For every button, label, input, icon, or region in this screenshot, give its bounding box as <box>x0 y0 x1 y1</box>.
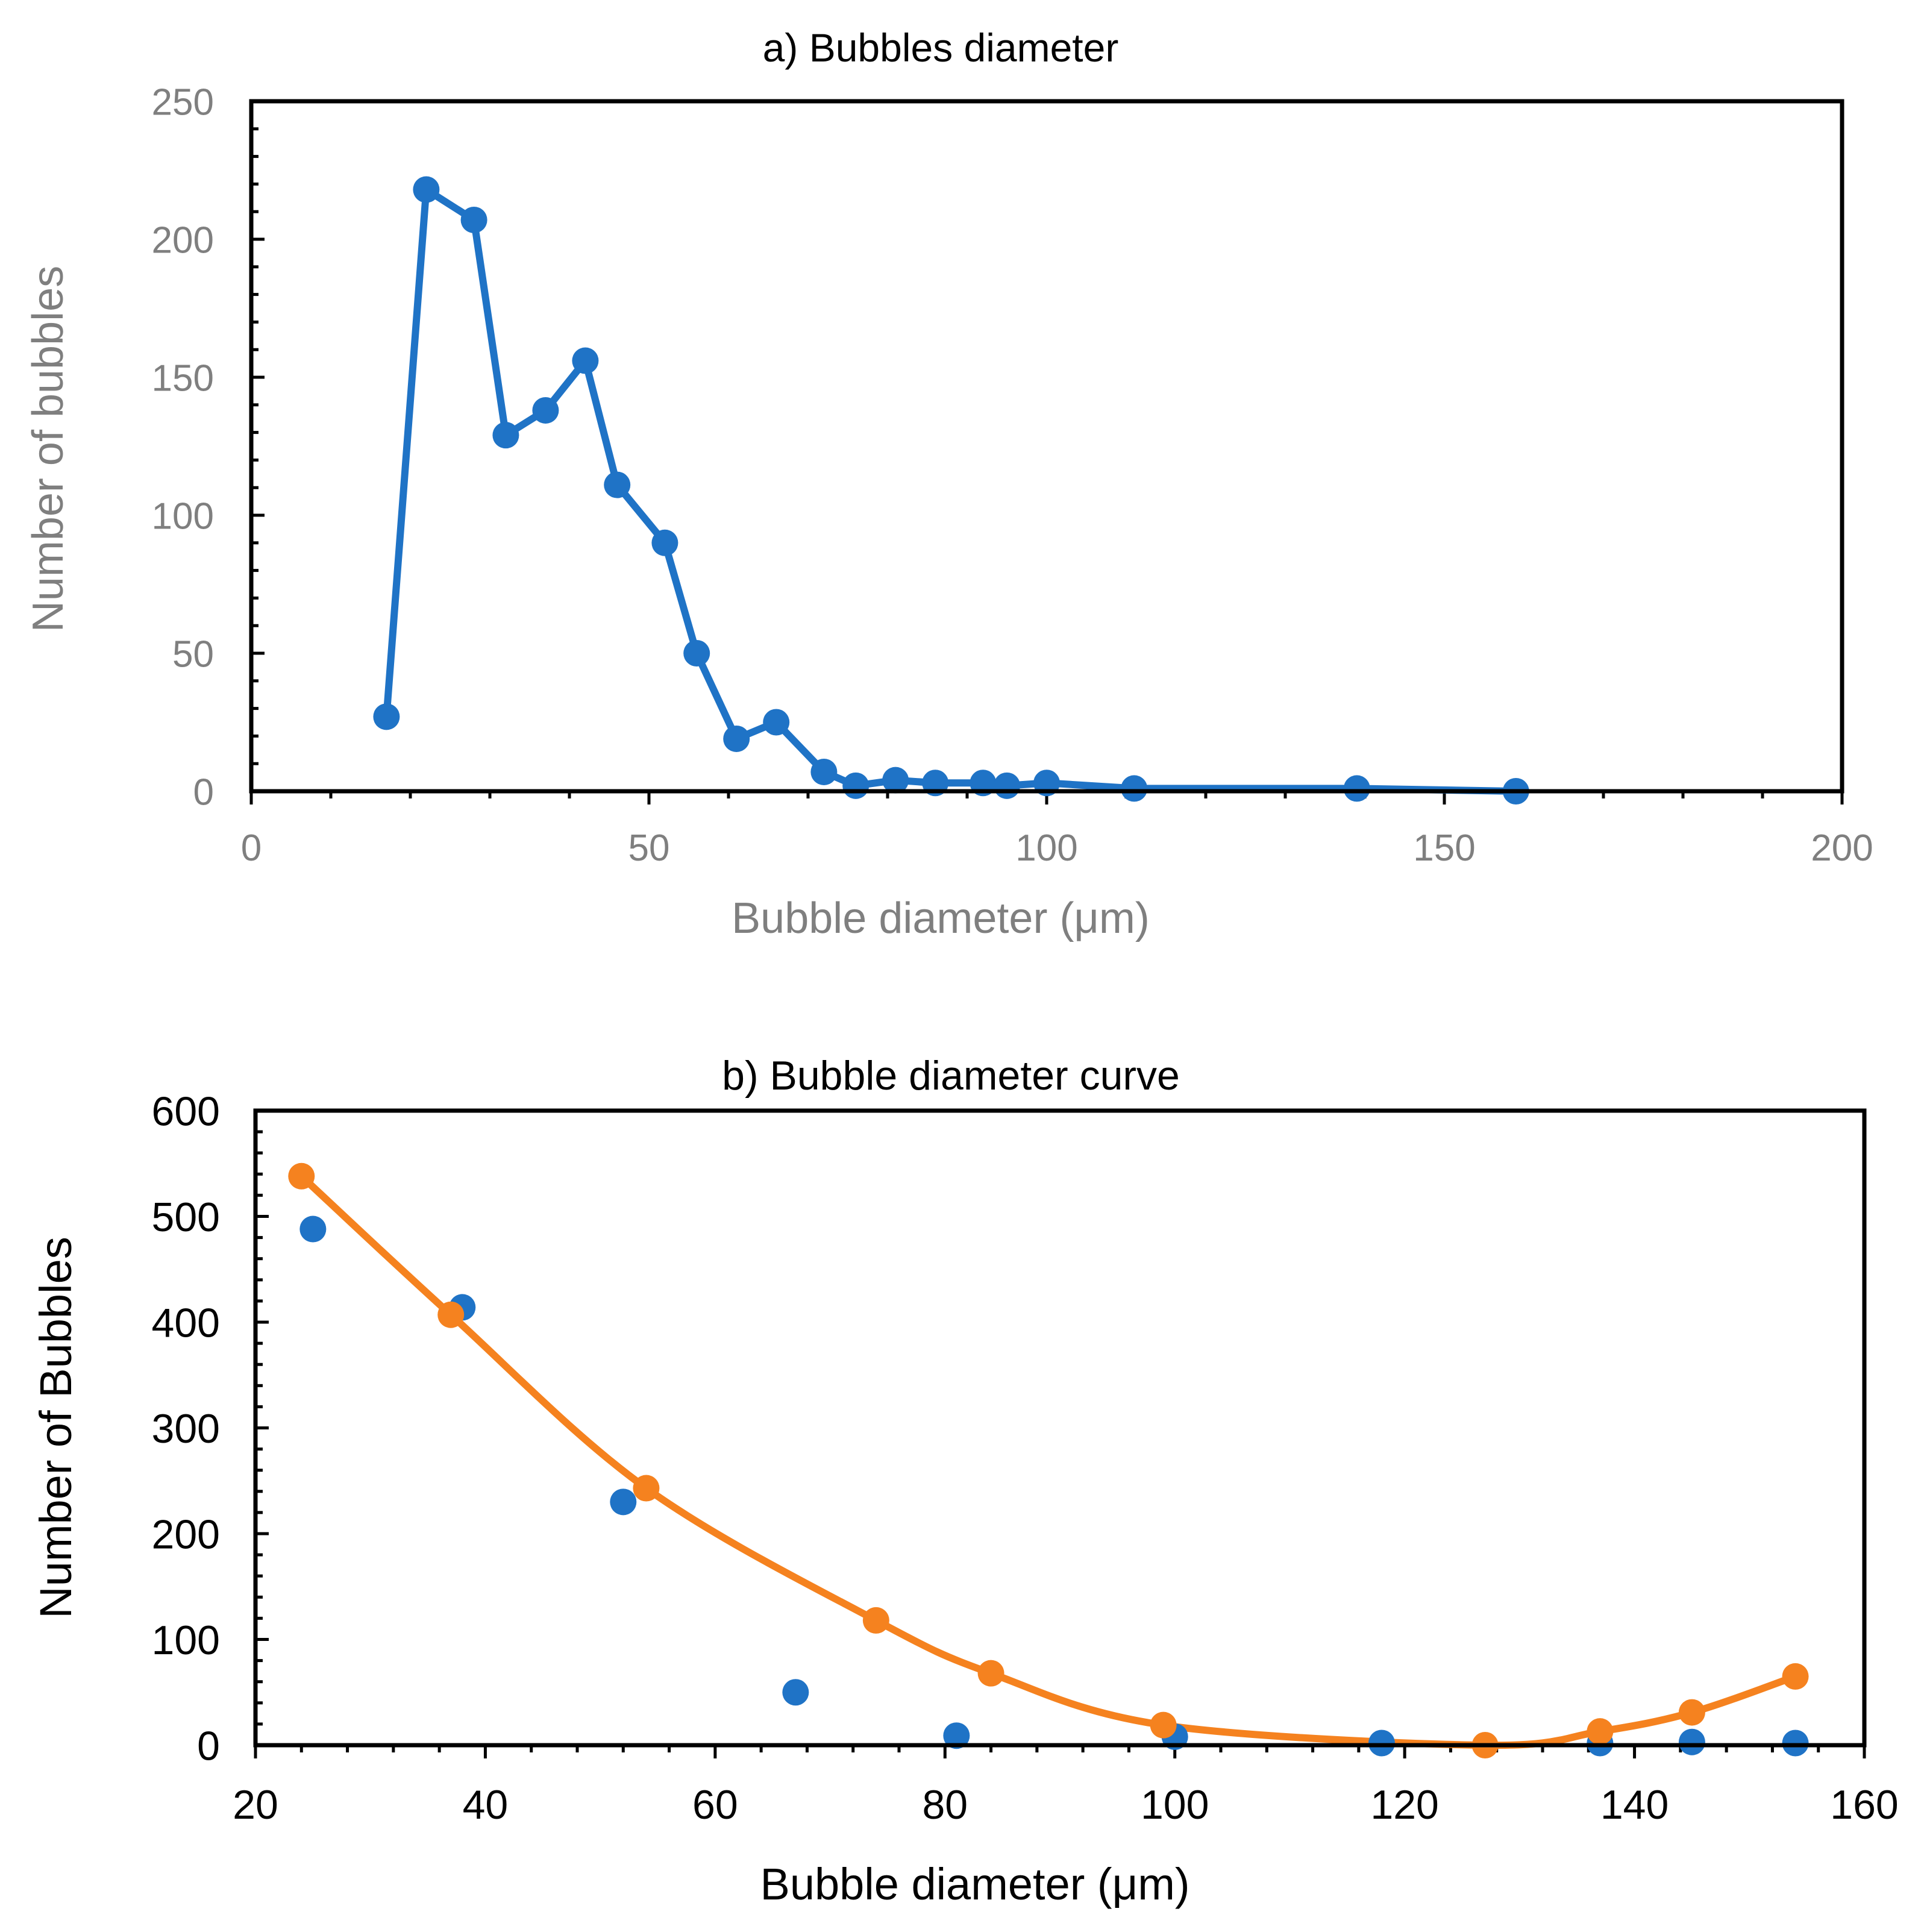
chart-b-measured-point <box>1368 1730 1395 1757</box>
x-tick-label: 160 <box>1830 1782 1898 1828</box>
y-tick-label: 500 <box>152 1194 220 1240</box>
x-tick-label: 200 <box>1811 827 1873 869</box>
chart-b-measured-point <box>1782 1730 1809 1757</box>
chart-a-series-points <box>373 176 1529 804</box>
x-tick-label: 100 <box>1141 1782 1209 1828</box>
x-tick-label: 100 <box>1015 827 1077 869</box>
y-tick-label: 200 <box>152 219 214 261</box>
x-tick-label: 120 <box>1370 1782 1438 1828</box>
chart-a-data-point <box>882 767 909 794</box>
chart-a-data-point <box>763 709 790 736</box>
chart-a-data-point <box>651 529 678 556</box>
x-tick-label: 150 <box>1413 827 1475 869</box>
chart-a-data-point <box>810 758 838 785</box>
y-tick-label: 50 <box>172 633 214 675</box>
chart-b-measured-point <box>943 1722 970 1749</box>
chart-a-plot-frame <box>249 99 1844 794</box>
chart-a-data-point <box>532 397 559 424</box>
chart-b: b) Bubble diameter curve 20 40 60 80 100 120 1… <box>31 1053 1899 1909</box>
chart-a-y-axis-label: Number of bubbles <box>24 266 72 632</box>
chart-b-fitted-point <box>1150 1711 1177 1739</box>
chart-b-fitted-point <box>437 1301 465 1328</box>
chart-b-plot-frame <box>253 1108 1867 1748</box>
y-tick-label: 300 <box>152 1406 220 1452</box>
chart-a-data-point <box>683 640 710 666</box>
chart-a-data-point <box>994 772 1020 799</box>
chart-b-measured-point <box>1678 1728 1705 1755</box>
chart-a-x-tick-labels: 0 50 100 150 200 <box>241 827 1873 869</box>
chart-a-data-point <box>373 703 400 730</box>
y-tick-label: 200 <box>152 1511 220 1557</box>
chart-a-title: a) Bubbles diameter <box>763 25 1119 70</box>
x-tick-label: 0 <box>241 827 262 869</box>
chart-a-data-point <box>460 206 487 233</box>
chart-b-x-axis-label: Bubble diameter (μm) <box>760 1859 1189 1909</box>
chart-a-data-point <box>572 347 599 374</box>
chart-b-fitted-point <box>977 1660 1004 1687</box>
chart-b-y-tick-labels: 0 100 200 300 400 500 600 <box>152 1088 220 1769</box>
y-tick-label: 250 <box>152 81 214 123</box>
x-tick-label: 40 <box>463 1782 509 1828</box>
x-tick-label: 50 <box>628 827 670 869</box>
chart-b-measured-point <box>610 1488 637 1516</box>
chart-b-fitted-point <box>288 1162 315 1190</box>
y-tick-label: 600 <box>152 1088 220 1134</box>
chart-a-data-point <box>1343 775 1370 802</box>
chart-a-data-point <box>842 772 870 799</box>
y-tick-label: 0 <box>197 1723 220 1769</box>
chart-a-data-point <box>492 422 519 449</box>
chart-a-data-point <box>413 176 440 203</box>
chart-b-fitted-point <box>1782 1663 1809 1690</box>
chart-b-fitted-point <box>1678 1699 1705 1726</box>
x-tick-label: 80 <box>922 1782 968 1828</box>
y-tick-label: 100 <box>152 495 214 537</box>
x-tick-label: 140 <box>1600 1782 1669 1828</box>
x-tick-label: 60 <box>692 1782 738 1828</box>
y-tick-label: 0 <box>193 771 214 813</box>
chart-a-data-point <box>604 471 631 498</box>
chart-b-measured-point <box>299 1215 327 1243</box>
chart-a-x-axis-label: Bubble diameter (μm) <box>732 894 1150 942</box>
x-tick-label: 20 <box>233 1782 278 1828</box>
chart-a: a) Bubbles diameter 0 50 100 150 200 0 50 100 1… <box>24 25 1873 942</box>
chart-b-x-tick-labels: 20 40 60 80 100 120 140 160 <box>233 1782 1899 1828</box>
chart-b-fitted-point <box>633 1475 660 1502</box>
chart-b-fitted-point <box>862 1607 889 1634</box>
y-tick-label: 100 <box>152 1617 220 1663</box>
chart-a-y-tick-labels: 0 50 100 150 200 250 <box>152 81 214 813</box>
chart-b-measured-point <box>782 1679 809 1706</box>
y-tick-label: 150 <box>152 357 214 399</box>
y-tick-label: 400 <box>152 1300 220 1346</box>
chart-b-title: b) Bubble diameter curve <box>722 1053 1180 1099</box>
chart-b-y-axis-label: Number of Bubbles <box>31 1237 81 1618</box>
chart-b-fitted-point <box>1587 1718 1614 1745</box>
chart-a-data-point <box>1121 775 1148 802</box>
chart-a-data-point <box>723 725 750 752</box>
